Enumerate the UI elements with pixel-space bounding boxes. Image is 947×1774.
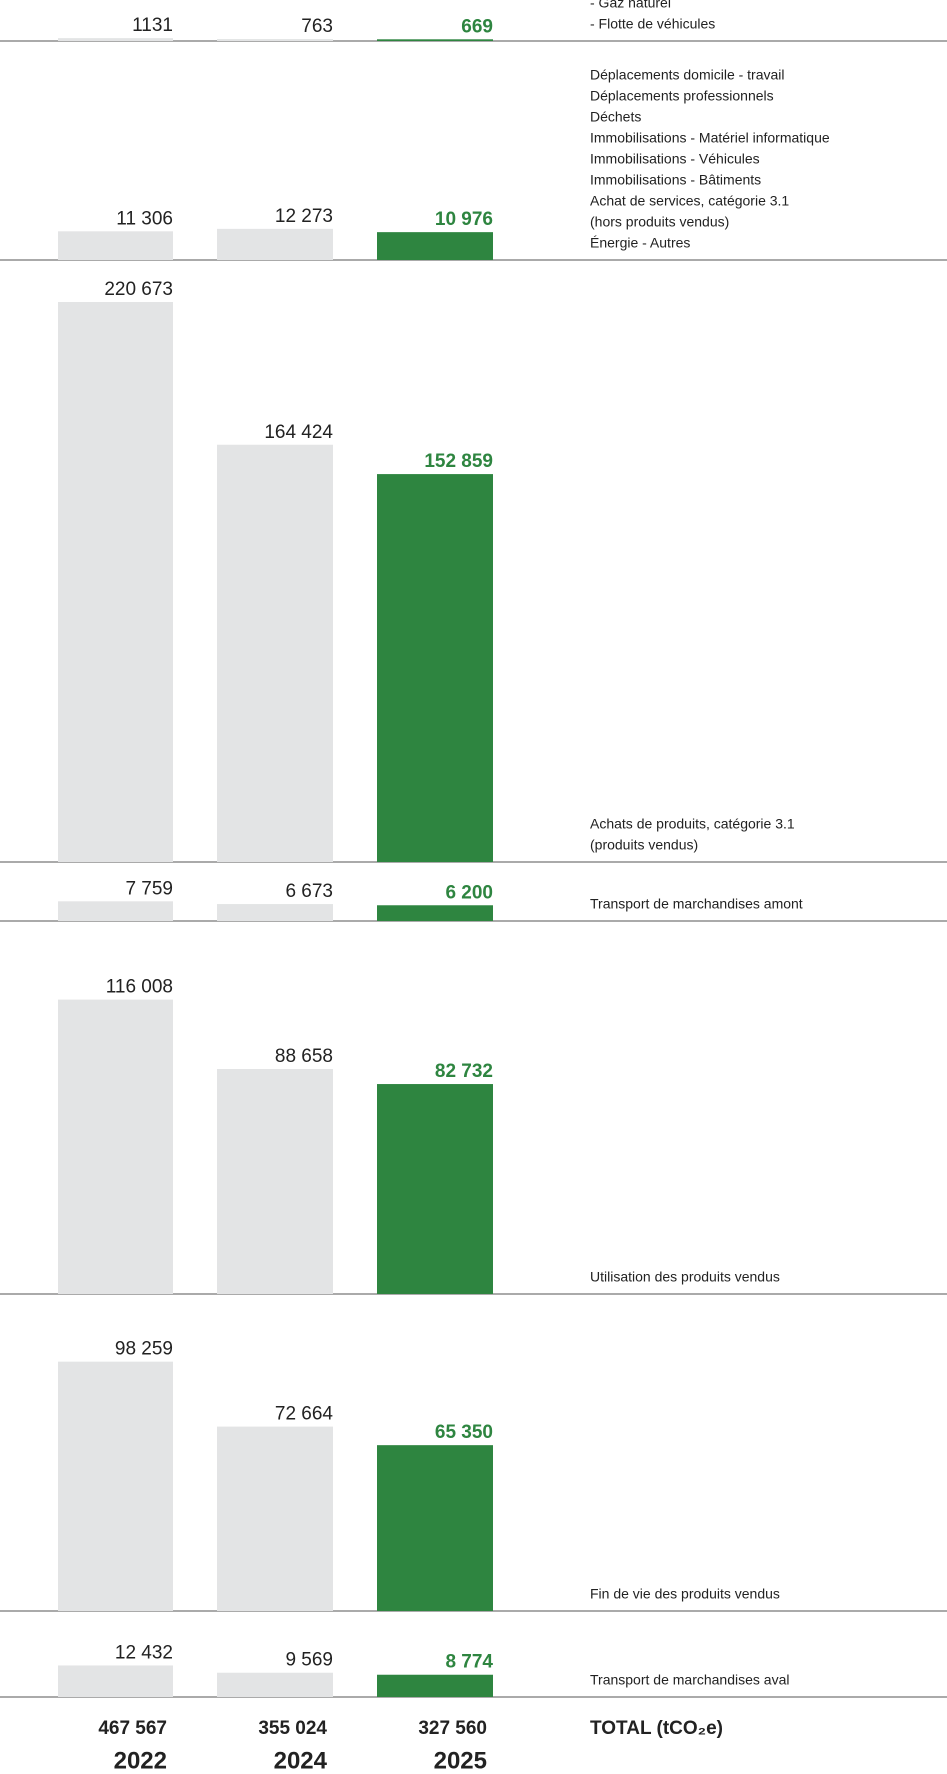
bar — [58, 901, 173, 921]
total-value: 355 024 — [258, 1718, 327, 1739]
category-label: Déplacements domicile - travail — [590, 67, 785, 83]
category-label: Déplacements professionnels — [590, 88, 774, 104]
category-label: (produits vendus) — [590, 837, 698, 853]
bar — [217, 39, 333, 41]
bar — [58, 999, 173, 1294]
bar — [58, 1361, 173, 1611]
value-label: 72 664 — [275, 1404, 334, 1425]
value-label: 6 200 — [445, 882, 493, 903]
bar — [217, 1426, 333, 1611]
value-label: 669 — [461, 16, 493, 37]
legend-year: 2025 — [434, 1747, 487, 1774]
value-label: 98 259 — [115, 1339, 173, 1360]
value-label: 6 673 — [285, 881, 333, 902]
category-label: Fin de vie des produits vendus — [590, 1586, 780, 1602]
category-label: Énergie - Autres — [590, 235, 690, 251]
category-label: - Flotte de véhicules — [590, 16, 715, 32]
bar — [58, 38, 173, 41]
value-label: 220 673 — [104, 279, 173, 300]
total-value: 467 567 — [98, 1718, 167, 1739]
value-label: 8 774 — [445, 1652, 493, 1673]
value-label: 116 008 — [106, 977, 173, 998]
value-label: 12 432 — [115, 1642, 173, 1663]
value-label: 12 273 — [275, 206, 333, 227]
category-label: Immobilisations - Véhicules — [590, 151, 760, 167]
category-label: Immobilisations - Bâtiments — [590, 172, 761, 188]
bar — [377, 232, 493, 260]
legend-year: 2022 — [114, 1747, 167, 1774]
category-label: Utilisation des produits vendus — [590, 1269, 780, 1285]
bar — [217, 228, 333, 260]
bar — [377, 1445, 493, 1611]
bar — [377, 39, 493, 41]
value-label: 10 976 — [435, 209, 493, 230]
value-label: 82 732 — [435, 1061, 493, 1082]
value-label: 152 859 — [424, 451, 493, 472]
category-label: Achats de produits, catégorie 3.1 — [590, 816, 795, 832]
value-label: 1131 — [132, 15, 173, 36]
bar — [217, 444, 333, 862]
legend-year: 2024 — [274, 1747, 328, 1774]
category-label: Déchets — [590, 109, 641, 125]
value-label: 9 569 — [285, 1650, 333, 1671]
category-label: (hors produits vendus) — [590, 214, 729, 230]
category-label: Transport de marchandises aval — [590, 1672, 789, 1688]
total-value: 327 560 — [418, 1718, 487, 1739]
bar — [217, 1069, 333, 1294]
bar — [58, 231, 173, 260]
bar — [377, 1084, 493, 1294]
bar — [217, 904, 333, 921]
total-title: TOTAL (tCO₂e) — [590, 1718, 723, 1739]
value-label: 763 — [301, 16, 333, 37]
bar — [377, 1674, 493, 1697]
value-label: 65 350 — [435, 1422, 493, 1443]
value-label: 88 658 — [275, 1046, 333, 1067]
category-label: Immobilisations - Matériel informatique — [590, 130, 830, 146]
bar — [377, 905, 493, 921]
bar — [58, 1665, 173, 1697]
category-label: Achat de services, catégorie 3.1 — [590, 193, 789, 209]
bar — [217, 1672, 333, 1697]
category-label: - Gaz naturel — [590, 0, 671, 11]
category-label: Transport de marchandises amont — [590, 896, 803, 912]
value-label: 164 424 — [264, 422, 333, 443]
value-label: 7 759 — [125, 878, 173, 899]
value-label: 11 306 — [116, 208, 173, 229]
bar — [377, 474, 493, 862]
bar — [58, 302, 173, 862]
